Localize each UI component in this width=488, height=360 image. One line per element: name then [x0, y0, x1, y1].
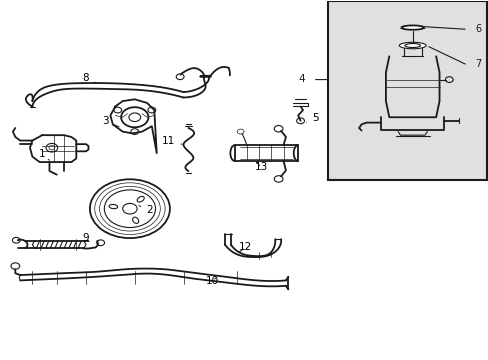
Text: 5: 5 — [306, 113, 318, 123]
Text: 4: 4 — [298, 74, 305, 84]
Bar — [328, 1, 487, 180]
Ellipse shape — [132, 217, 139, 224]
Text: 8: 8 — [82, 73, 96, 83]
Ellipse shape — [109, 204, 118, 209]
Text: 6: 6 — [474, 24, 480, 34]
Text: 11: 11 — [162, 136, 182, 146]
Text: 10: 10 — [206, 276, 219, 286]
Ellipse shape — [399, 42, 425, 49]
Text: 12: 12 — [238, 242, 252, 252]
Text: 3: 3 — [102, 116, 119, 127]
Text: 2: 2 — [139, 206, 152, 216]
Ellipse shape — [401, 26, 423, 30]
Ellipse shape — [137, 197, 144, 202]
Text: 1: 1 — [39, 149, 49, 160]
Ellipse shape — [404, 44, 420, 48]
Text: 7: 7 — [474, 59, 480, 69]
Text: 9: 9 — [82, 233, 89, 243]
Text: 13: 13 — [254, 162, 267, 172]
